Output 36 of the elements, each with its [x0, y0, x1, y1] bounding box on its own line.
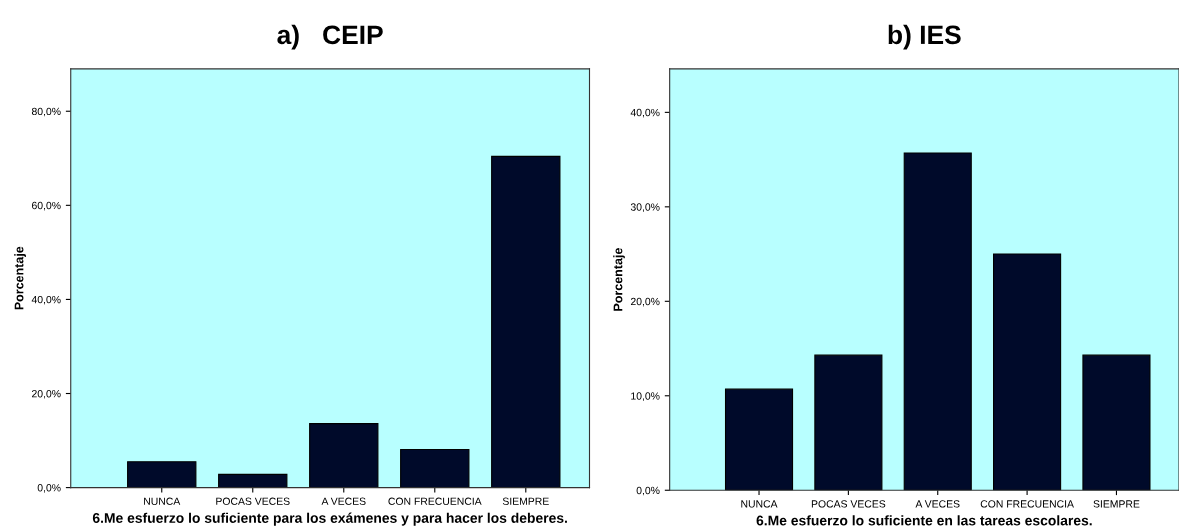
- bar: [127, 461, 197, 488]
- x-tick-label: POCAS VECES: [216, 497, 290, 505]
- y-tick-label: 60,0%: [32, 201, 61, 211]
- y-tick-label: 0,0%: [37, 484, 61, 493]
- y-tick-label: 20,0%: [32, 390, 61, 399]
- x-tick-label: A VECES: [321, 497, 366, 505]
- y-axis-title: Porcentaje: [613, 248, 625, 311]
- x-tick-label: CON FRECUENCIA: [388, 497, 482, 505]
- x-tick-label: NUNCA: [144, 497, 181, 505]
- chart-title: a) CEIP: [277, 24, 383, 50]
- y-tick-label: 80,0%: [31, 107, 61, 117]
- x-tick-label: SIEMPRE: [502, 497, 549, 505]
- bar: [309, 423, 379, 488]
- bar: [814, 354, 883, 491]
- y-tick-label: 20,0%: [630, 297, 660, 307]
- x-tick-label: SIEMPRE: [1093, 500, 1140, 508]
- y-axis-title: Porcentaje: [14, 246, 26, 310]
- x-tick-label: CON FRECUENCIA: [980, 500, 1074, 508]
- x-tick-label: NUNCA: [741, 500, 778, 508]
- x-tick-label: A VECES: [915, 500, 960, 508]
- bar: [993, 253, 1062, 491]
- bar: [724, 388, 794, 491]
- x-tick-label: POCAS VECES: [811, 500, 886, 508]
- y-tick-label: 40,0%: [630, 108, 660, 118]
- y-tick-label: 30,0%: [630, 203, 660, 212]
- y-tick-label: 40,0%: [31, 295, 61, 305]
- bar: [400, 448, 470, 488]
- bar: [218, 473, 288, 488]
- bar: [491, 155, 561, 488]
- bar: [903, 152, 972, 491]
- y-tick-label: 0,0%: [636, 486, 660, 496]
- chart-title: b) IES: [888, 24, 961, 50]
- x-axis-title: 6.Me esfuerzo lo suficiente en las tareas escolares.: [756, 515, 1092, 526]
- bar: [1082, 354, 1151, 491]
- y-tick-label: 10,0%: [631, 392, 660, 401]
- x-axis-title: 6.Me esfuerzo lo suficiente para los exámenes y para hacer los deberes.: [92, 512, 567, 526]
